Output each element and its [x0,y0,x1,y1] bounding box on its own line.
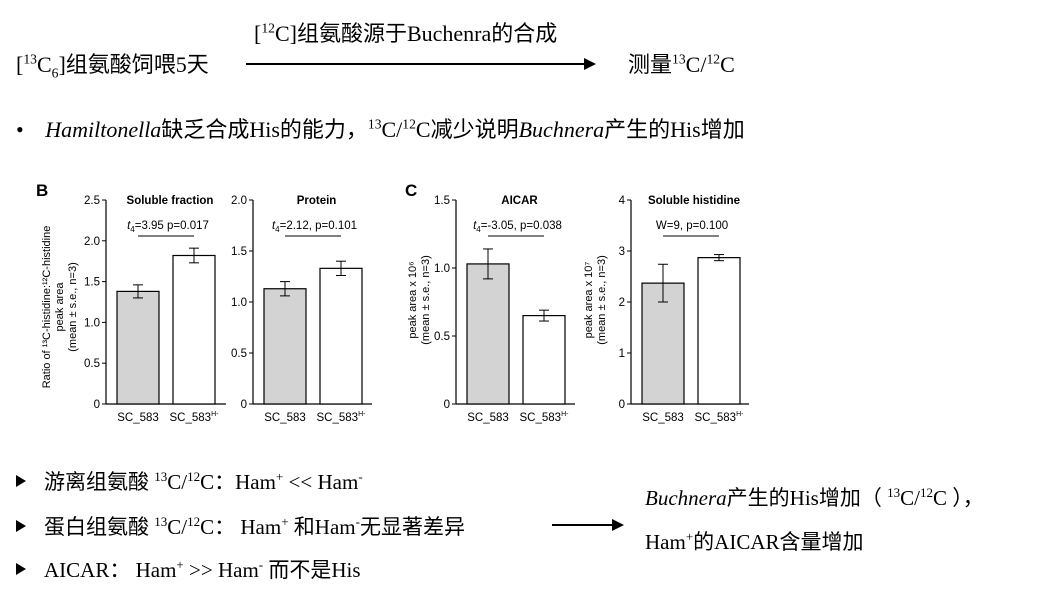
y-tick-label: 0 [444,399,450,411]
category-label: SC_583 [642,412,684,424]
arrow-label: [12C]组氨酸源于Buchenra的合成 [254,20,558,46]
bar [522,315,566,405]
svg-text:Ratio of ¹³C-histidine:¹²C-hi: Ratio of ¹³C-histidine:¹²C-histidine [41,226,53,389]
chart-title: AICAR [501,195,538,207]
y-tick-label: 2.0 [84,236,100,248]
y-tick-label: 3 [619,246,625,258]
bar [697,257,741,405]
y-tick-label: 0 [619,399,625,411]
y-tick-label: 1 [619,348,625,360]
conclusion-arrow [552,519,624,531]
y-tick-label: 1.5 [84,277,100,289]
arrow-bullet-icon [16,520,26,532]
conclusion-line-2: Ham+的AICAR含量增加 [645,529,864,554]
category-label: SC_583H- [170,411,220,424]
chart-title: Soluble histidine [648,195,740,207]
arrow-bullet-icon [16,475,26,487]
y-tick-label: 1.0 [84,317,100,329]
y-tick-label: 2.5 [84,195,100,207]
y-tick-label: 0 [94,399,100,411]
ylabel-c2: peak area x 10⁷ (mean ± s.e., n=3) [583,255,608,345]
y-tick-label: 0.5 [231,348,247,360]
bar [466,263,510,405]
svg-text:peak area x 10⁶: peak area x 10⁶ [407,261,419,338]
bar [641,282,685,405]
figure-panels: B C Ratio of ¹³C-histidine:¹²C-histidine… [36,181,749,424]
y-tick-label: 2.0 [231,195,247,207]
y-tick-label: 4 [619,195,626,207]
stat-label: t4=2.12, p=0.101 [272,220,357,234]
finding-3: AICAR： Ham+ >> Ham- 而不是His [16,554,361,584]
bar [263,288,307,405]
chart-title: Protein [297,195,337,207]
ylabel-b: Ratio of ¹³C-histidine:¹²C-histidine pea… [41,226,79,389]
y-tick-label: 1.0 [231,297,247,309]
stat-label: W=9, p=0.100 [656,220,728,232]
y-tick-label: 0 [241,399,247,411]
category-label: SC_583H- [695,411,745,424]
svg-text:(mean ± s.e., n=3): (mean ± s.e., n=3) [420,255,432,345]
y-tick-label: 1.5 [434,195,450,207]
finding-1: 游离组氨酸 13C/12C：Ham+ << Ham- [16,466,363,496]
category-label: SC_583 [467,412,509,424]
bar [116,290,160,405]
panel-label-c: C [405,181,417,200]
bar [319,267,363,405]
stat-label: t4=-3.05, p=0.038 [473,220,562,234]
finding-2: 蛋白组氨酸 13C/12C： Ham+ 和Ham-无显著差异 [16,511,465,541]
category-label: SC_583 [117,412,159,424]
arrow-bullet-icon [16,563,26,575]
y-tick-label: 0.5 [434,331,450,343]
stat-label: t4=3.95 p=0.017 [127,220,209,234]
bullet-line: • Hamiltonella缺乏合成His的能力，13C/12C减少说明Buch… [16,116,745,142]
y-tick-label: 1.0 [434,263,450,275]
bullet-dot: • [16,117,24,142]
conclusion-line-1: Buchnera产生的His增加（ 13C/12C ）， [645,485,984,510]
measure-text: 测量13C/12C [628,51,735,77]
category-label: SC_583 [264,412,306,424]
category-label: SC_583H- [317,411,367,424]
svg-text:peak area: peak area [54,282,66,332]
panel-label-b: B [36,181,48,200]
y-tick-label: 1.5 [231,246,247,258]
y-tick-label: 2 [619,297,625,309]
bar [172,254,216,405]
y-tick-label: 0.5 [84,358,100,370]
pathway-arrow [246,58,596,70]
ylabel-c1: peak area x 10⁶ (mean ± s.e., n=3) [407,255,432,345]
svg-text:(mean ± s.e., n=3): (mean ± s.e., n=3) [596,255,608,345]
svg-text:peak area x 10⁷: peak area x 10⁷ [583,262,595,339]
feed-text: [13C6]组氨酸饲喂5天 [16,51,209,81]
category-label: SC_583H- [520,411,570,424]
chart-title: Soluble fraction [127,195,214,207]
svg-text:(mean ± s.e., n=3): (mean ± s.e., n=3) [67,262,79,352]
